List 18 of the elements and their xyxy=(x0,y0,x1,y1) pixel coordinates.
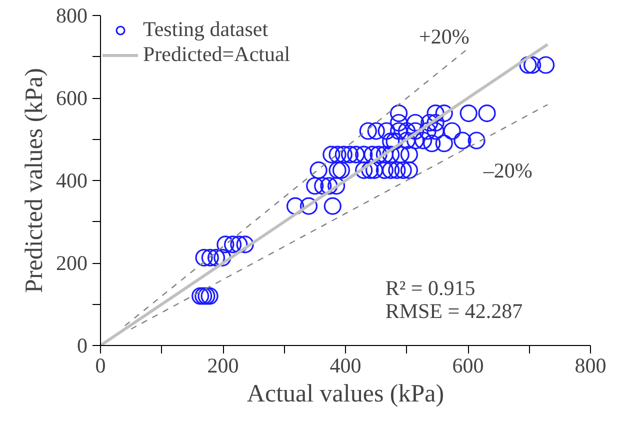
y-axis-title: Predicted values (kPa) xyxy=(21,68,48,293)
legend-label: Testing dataset xyxy=(143,17,268,42)
annotation: +20% xyxy=(419,24,470,48)
x-axis-title: Actual values (kPa) xyxy=(246,380,444,408)
annotation: R² = 0.915 xyxy=(385,276,476,300)
y-tick-label: 600 xyxy=(56,86,88,110)
y-tick-label: 200 xyxy=(56,251,88,275)
x-tick-label: 0 xyxy=(95,354,106,378)
x-tick-label: 200 xyxy=(207,354,239,378)
y-tick-label: 800 xyxy=(56,4,88,28)
y-tick-label: 400 xyxy=(56,168,88,192)
annotation: RMSE = 42.287 xyxy=(385,298,523,323)
legend-label: Predicted=Actual xyxy=(143,42,290,67)
y-tick-label: 0 xyxy=(77,334,88,358)
annotation: –20% xyxy=(482,158,532,183)
x-tick-label: 400 xyxy=(330,354,362,378)
x-tick-label: 800 xyxy=(574,354,606,378)
x-tick-label: 600 xyxy=(452,354,484,378)
